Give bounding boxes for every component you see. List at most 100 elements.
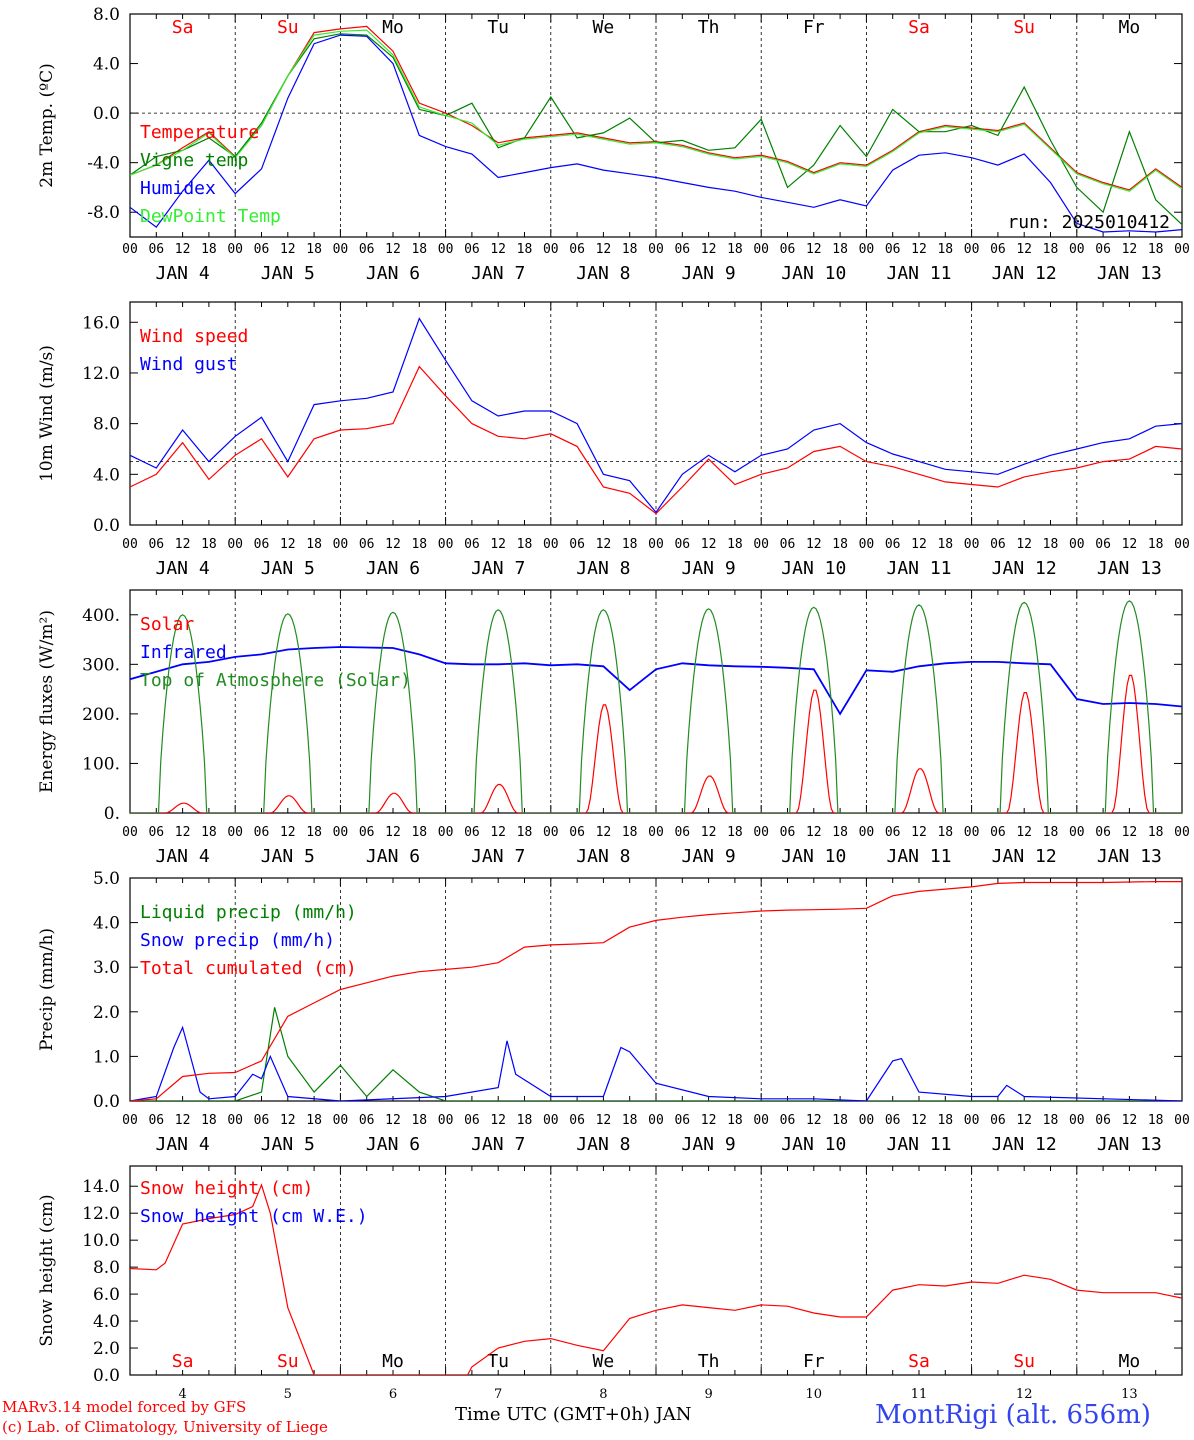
- hour-tick-label: 06: [464, 537, 480, 552]
- day-label: JAN 9: [682, 846, 736, 867]
- hour-tick-label: 18: [306, 825, 322, 840]
- hour-tick-label: 00: [1174, 1113, 1190, 1128]
- y-tick-label: 300.: [82, 655, 120, 675]
- hour-tick-label: 06: [359, 537, 375, 552]
- hour-tick-label: 18: [1043, 537, 1059, 552]
- hour-tick-label: 06: [148, 242, 164, 257]
- day-label: JAN 12: [992, 263, 1057, 284]
- weekday-label: Fr: [803, 1351, 825, 1372]
- hour-tick-label: 06: [990, 537, 1006, 552]
- day-number-label: 13: [1121, 1387, 1138, 1402]
- legend-entry: Wind speed: [140, 326, 248, 347]
- hour-tick-label: 06: [569, 825, 585, 840]
- hour-tick-label: 00: [859, 537, 875, 552]
- hour-tick-label: 18: [727, 825, 743, 840]
- y-tick-label: 4.0: [93, 914, 120, 934]
- y-tick-label: 10.0: [82, 1231, 120, 1251]
- hour-tick-label: 18: [411, 1113, 427, 1128]
- hour-tick-label: 00: [122, 242, 138, 257]
- series-line: [130, 365, 1182, 515]
- day-label: JAN 10: [781, 1134, 846, 1155]
- hour-tick-label: 18: [622, 537, 638, 552]
- series-line: [130, 646, 1182, 716]
- hour-tick-label: 00: [1069, 825, 1085, 840]
- y-axis-title: 2m Temp. (ºC): [37, 63, 57, 188]
- hour-tick-label: 06: [569, 537, 585, 552]
- chart-panel-3: 400. 300. 200. 100. 0. Energy fluxes (W/m²) 00…: [37, 589, 1190, 867]
- hour-tick-label: 00: [964, 537, 980, 552]
- hour-tick-label: 00: [648, 242, 664, 257]
- weekday-label: Mo: [1119, 17, 1141, 38]
- hour-tick-label: 18: [1043, 242, 1059, 257]
- hour-tick-label: 00: [227, 825, 243, 840]
- hour-tick-label: 12: [175, 825, 191, 840]
- hour-tick-label: 00: [543, 242, 559, 257]
- y-tick-label: 4.0: [93, 465, 120, 485]
- series-group: [130, 25, 1182, 233]
- x-axis-title: Time UTC (GMT+0h) JAN: [455, 1404, 692, 1425]
- day-label: JAN 10: [781, 558, 846, 579]
- hour-tick-label: 12: [911, 242, 927, 257]
- hour-tick-label: 06: [885, 825, 901, 840]
- hour-tick-label: 18: [517, 242, 533, 257]
- hour-tick-label: 18: [411, 825, 427, 840]
- hour-tick-label: 12: [280, 825, 296, 840]
- day-label: JAN 6: [366, 558, 420, 579]
- y-tick-label: 100.: [82, 754, 120, 774]
- hour-tick-label: 00: [964, 242, 980, 257]
- weekday-label: Su: [1013, 17, 1035, 38]
- hour-tick-label: 06: [569, 1113, 585, 1128]
- day-label: JAN 12: [992, 1134, 1057, 1155]
- y-tick-label: 14.0: [82, 1177, 120, 1197]
- plot-frame: [129, 589, 1183, 814]
- hour-tick-label: 06: [464, 825, 480, 840]
- legend-entry: Solar: [140, 614, 194, 635]
- hour-tick-label: 06: [464, 242, 480, 257]
- hour-tick-label: 12: [385, 825, 401, 840]
- hour-tick-label: 18: [622, 1113, 638, 1128]
- hour-tick-label: 12: [1016, 825, 1032, 840]
- day-number-label: 9: [704, 1387, 712, 1402]
- series-line: [130, 600, 1182, 813]
- day-label: JAN 5: [261, 558, 315, 579]
- y-tick-label: 8.0: [93, 415, 120, 435]
- hour-tick-label: 18: [937, 825, 953, 840]
- series-group: [130, 317, 1182, 515]
- hour-tick-label: 00: [1069, 242, 1085, 257]
- y-tick-label: 1.0: [93, 1047, 120, 1067]
- hour-tick-label: 12: [490, 1113, 506, 1128]
- day-number-label: 6: [389, 1387, 397, 1402]
- legend-entry: DewPoint Temp: [140, 206, 281, 227]
- hour-tick-label: 00: [964, 1113, 980, 1128]
- y-tick-label: 5.0: [93, 869, 120, 889]
- hour-tick-label: 12: [490, 825, 506, 840]
- hour-tick-label: 18: [1043, 825, 1059, 840]
- day-number-label: 12: [1016, 1387, 1033, 1402]
- day-label: JAN 6: [366, 1134, 420, 1155]
- legend-entry: Infrared: [140, 642, 227, 663]
- weekday-label: Th: [698, 17, 720, 38]
- hour-tick-label: 18: [411, 537, 427, 552]
- y-axis-title: Snow height (cm): [37, 1194, 57, 1346]
- weekday-label: Sa: [908, 17, 930, 38]
- y-axis-title: Energy fluxes (W/m²): [37, 610, 57, 793]
- day-label: JAN 6: [366, 263, 420, 284]
- hour-tick-label: 18: [306, 537, 322, 552]
- hour-tick-label: 18: [201, 242, 217, 257]
- hour-tick-label: 00: [859, 825, 875, 840]
- day-label: JAN 9: [682, 263, 736, 284]
- hour-tick-label: 00: [227, 242, 243, 257]
- hour-tick-label: 12: [911, 537, 927, 552]
- hour-tick-label: 12: [596, 537, 612, 552]
- hour-tick-label: 18: [622, 825, 638, 840]
- hour-tick-label: 00: [333, 825, 349, 840]
- hour-tick-label: 06: [674, 825, 690, 840]
- hour-tick-label: 06: [885, 1113, 901, 1128]
- hour-tick-label: 06: [254, 825, 270, 840]
- hour-tick-label: 12: [806, 1113, 822, 1128]
- footer-model-text: MARv3.14 model forced by GFS: [2, 1398, 247, 1416]
- y-tick-label: 0.0: [93, 516, 120, 536]
- hour-tick-label: 18: [727, 242, 743, 257]
- hour-tick-label: 12: [1122, 537, 1138, 552]
